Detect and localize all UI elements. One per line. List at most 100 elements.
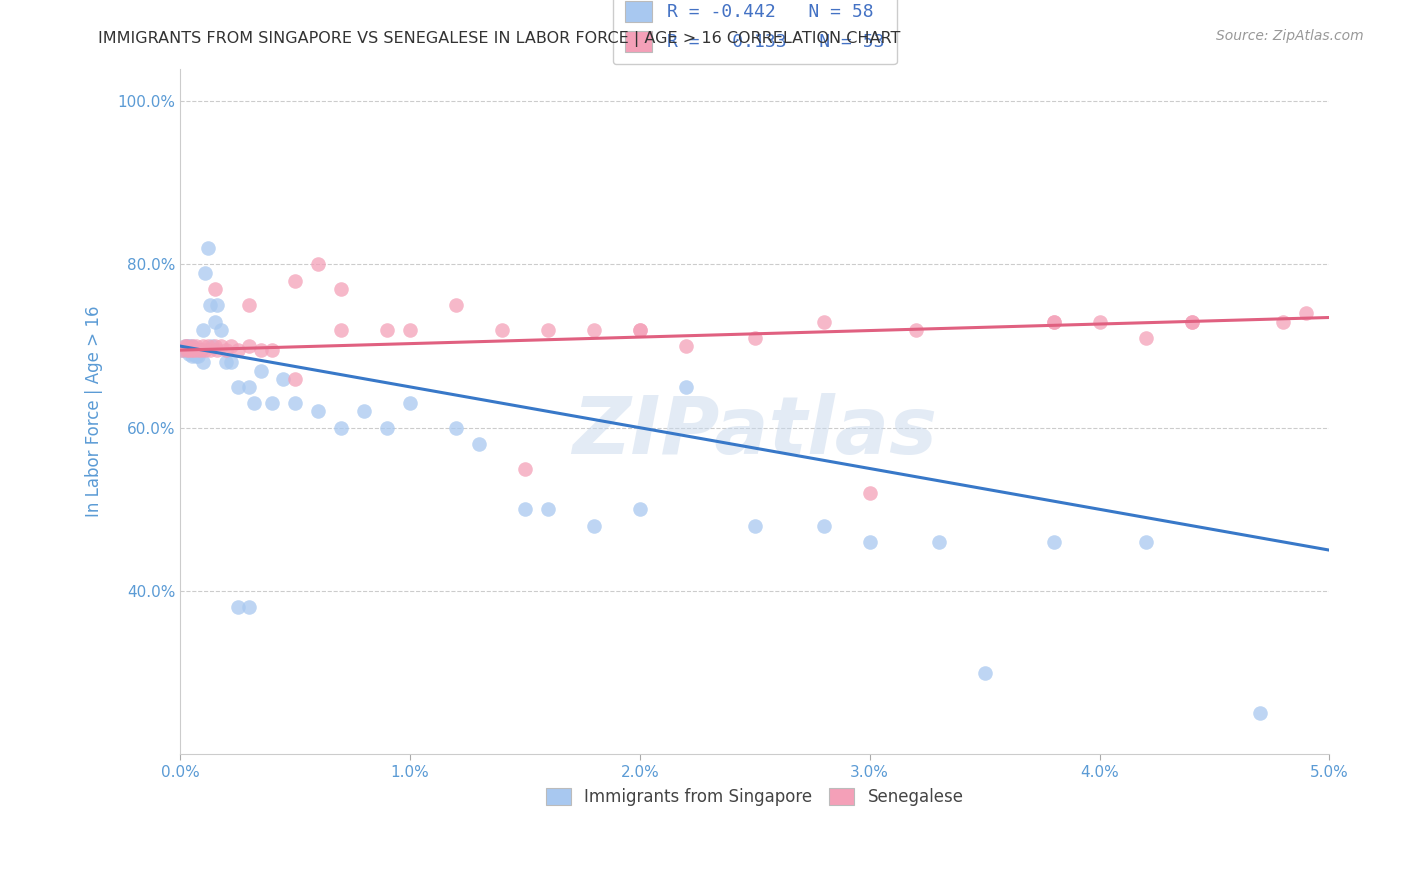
Point [180,349,202,363]
Point [375,323,398,337]
Point [628,502,651,516]
Point [226,600,249,615]
Point [904,323,927,337]
Point [444,420,467,434]
Point [260,343,283,358]
Point [744,331,766,345]
Point [238,600,260,615]
Point [179,343,201,358]
Point [173,343,195,358]
Point [249,363,271,377]
Point [537,323,560,337]
Point [628,323,651,337]
Point [675,380,697,394]
Point [330,282,353,296]
Y-axis label: In Labor Force | Age > 16: In Labor Force | Age > 16 [86,306,103,517]
Point [209,323,232,337]
Point [179,347,201,361]
Point [513,461,536,475]
Point [197,339,219,353]
Point [194,266,217,280]
Point [238,298,260,312]
Point [307,404,329,418]
Point [201,339,224,353]
Point [444,298,467,312]
Point [186,343,208,358]
Point [330,420,353,434]
Point [284,372,307,386]
Point [675,339,697,353]
Point [205,343,228,358]
Point [183,343,205,358]
Point [582,323,605,337]
Point [204,339,226,353]
Point [183,347,205,361]
Point [215,355,238,369]
Point [183,343,205,358]
Point [242,396,264,410]
Point [307,257,329,271]
Point [238,380,260,394]
Point [1088,315,1111,329]
Point [1250,706,1272,721]
Point [179,339,201,353]
Point [176,343,198,358]
Point [172,343,194,358]
Point [205,298,228,312]
Point [197,241,219,255]
Point [187,345,209,359]
Point [1042,535,1064,549]
Point [375,420,398,434]
Point [582,518,605,533]
Point [187,349,209,363]
Point [1135,331,1157,345]
Point [1135,535,1157,549]
Legend: Immigrants from Singapore, Senegalese: Immigrants from Singapore, Senegalese [537,780,972,814]
Point [191,323,214,337]
Point [191,355,214,369]
Point [219,355,242,369]
Point [399,396,422,410]
Point [284,396,307,410]
Point [1180,315,1202,329]
Point [284,274,307,288]
Point [273,372,295,386]
Point [399,323,422,337]
Point [1295,306,1317,320]
Point [491,323,513,337]
Point [186,339,208,353]
Point [173,339,195,353]
Point [198,298,221,312]
Point [353,404,375,418]
Point [226,380,249,394]
Point [180,343,202,358]
Point [813,315,835,329]
Point [194,343,217,358]
Point [180,343,202,358]
Point [176,339,198,353]
Point [928,535,950,549]
Point [190,343,212,358]
Point [859,535,882,549]
Point [173,339,195,353]
Point [180,339,202,353]
Point [190,343,212,358]
Point [172,343,194,358]
Point [215,343,238,358]
Point [176,343,198,358]
Point [468,437,491,451]
Point [1042,315,1064,329]
Point [537,502,560,516]
Point [226,343,249,358]
Point [744,518,766,533]
Point [176,339,198,353]
Point [180,339,202,353]
Point [628,323,651,337]
Text: IMMIGRANTS FROM SINGAPORE VS SENEGALESE IN LABOR FORCE | AGE > 16 CORRELATION CH: IMMIGRANTS FROM SINGAPORE VS SENEGALESE … [98,31,901,47]
Point [204,282,226,296]
Point [249,343,271,358]
Point [186,349,208,363]
Point [198,343,221,358]
Text: ZIPatlas: ZIPatlas [572,393,938,471]
Point [187,343,209,358]
